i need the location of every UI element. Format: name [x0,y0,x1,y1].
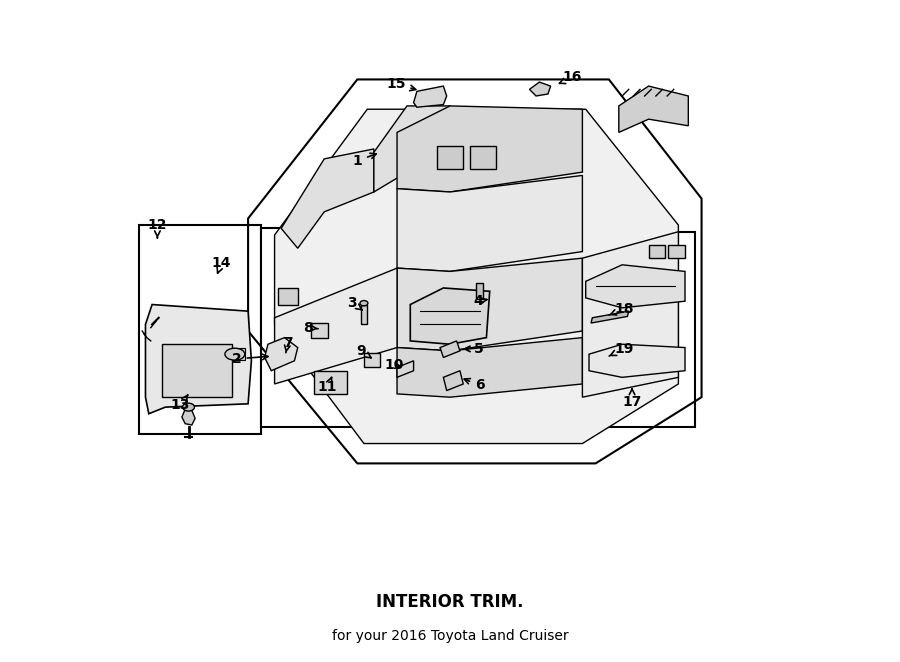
Text: for your 2016 Toyota Land Cruiser: for your 2016 Toyota Land Cruiser [332,628,568,643]
Text: 10: 10 [384,358,403,373]
Ellipse shape [225,348,245,360]
Bar [436,146,464,169]
Text: 12: 12 [148,218,167,238]
Polygon shape [265,338,298,371]
Polygon shape [397,361,414,377]
Bar [649,245,665,258]
Bar [278,288,298,305]
Polygon shape [274,109,679,444]
Polygon shape [586,265,685,308]
Bar [364,353,381,367]
Polygon shape [397,175,582,271]
Polygon shape [397,106,582,192]
Polygon shape [591,311,629,323]
Polygon shape [444,371,464,391]
Bar [139,225,261,434]
Text: 18: 18 [609,302,634,316]
Text: 14: 14 [212,256,231,273]
Bar [162,344,231,397]
Text: 3: 3 [347,295,362,310]
Bar [314,371,347,394]
Polygon shape [440,341,460,357]
Bar [261,228,517,427]
Bar [576,232,695,427]
Bar [361,305,367,324]
Bar [225,348,245,360]
Bar [470,146,496,169]
Polygon shape [582,232,679,397]
Ellipse shape [360,301,368,306]
Bar [311,323,328,338]
Polygon shape [410,288,490,344]
Polygon shape [529,82,551,96]
Bar [669,245,685,258]
Polygon shape [619,86,688,132]
Text: 16: 16 [560,70,582,85]
Text: 2: 2 [232,352,268,366]
Text: 5: 5 [464,342,483,356]
Text: 15: 15 [386,77,416,91]
Polygon shape [146,305,251,414]
Polygon shape [589,344,685,377]
Polygon shape [414,86,446,107]
Text: 9: 9 [356,344,371,358]
Ellipse shape [183,403,194,411]
Polygon shape [281,149,374,248]
Text: 13: 13 [171,395,190,412]
Text: 17: 17 [623,389,642,409]
Text: 8: 8 [302,320,318,335]
Polygon shape [397,338,582,397]
Text: 11: 11 [318,377,338,395]
Text: 1: 1 [353,153,376,168]
Polygon shape [397,258,582,351]
Polygon shape [274,268,397,384]
Text: 19: 19 [609,342,634,356]
Polygon shape [374,106,450,192]
Text: 4: 4 [473,294,487,308]
Text: 7: 7 [283,336,293,353]
Text: INTERIOR TRIM.: INTERIOR TRIM. [376,593,524,612]
Polygon shape [182,409,195,425]
Text: 6: 6 [464,378,484,393]
Bar [476,283,483,299]
